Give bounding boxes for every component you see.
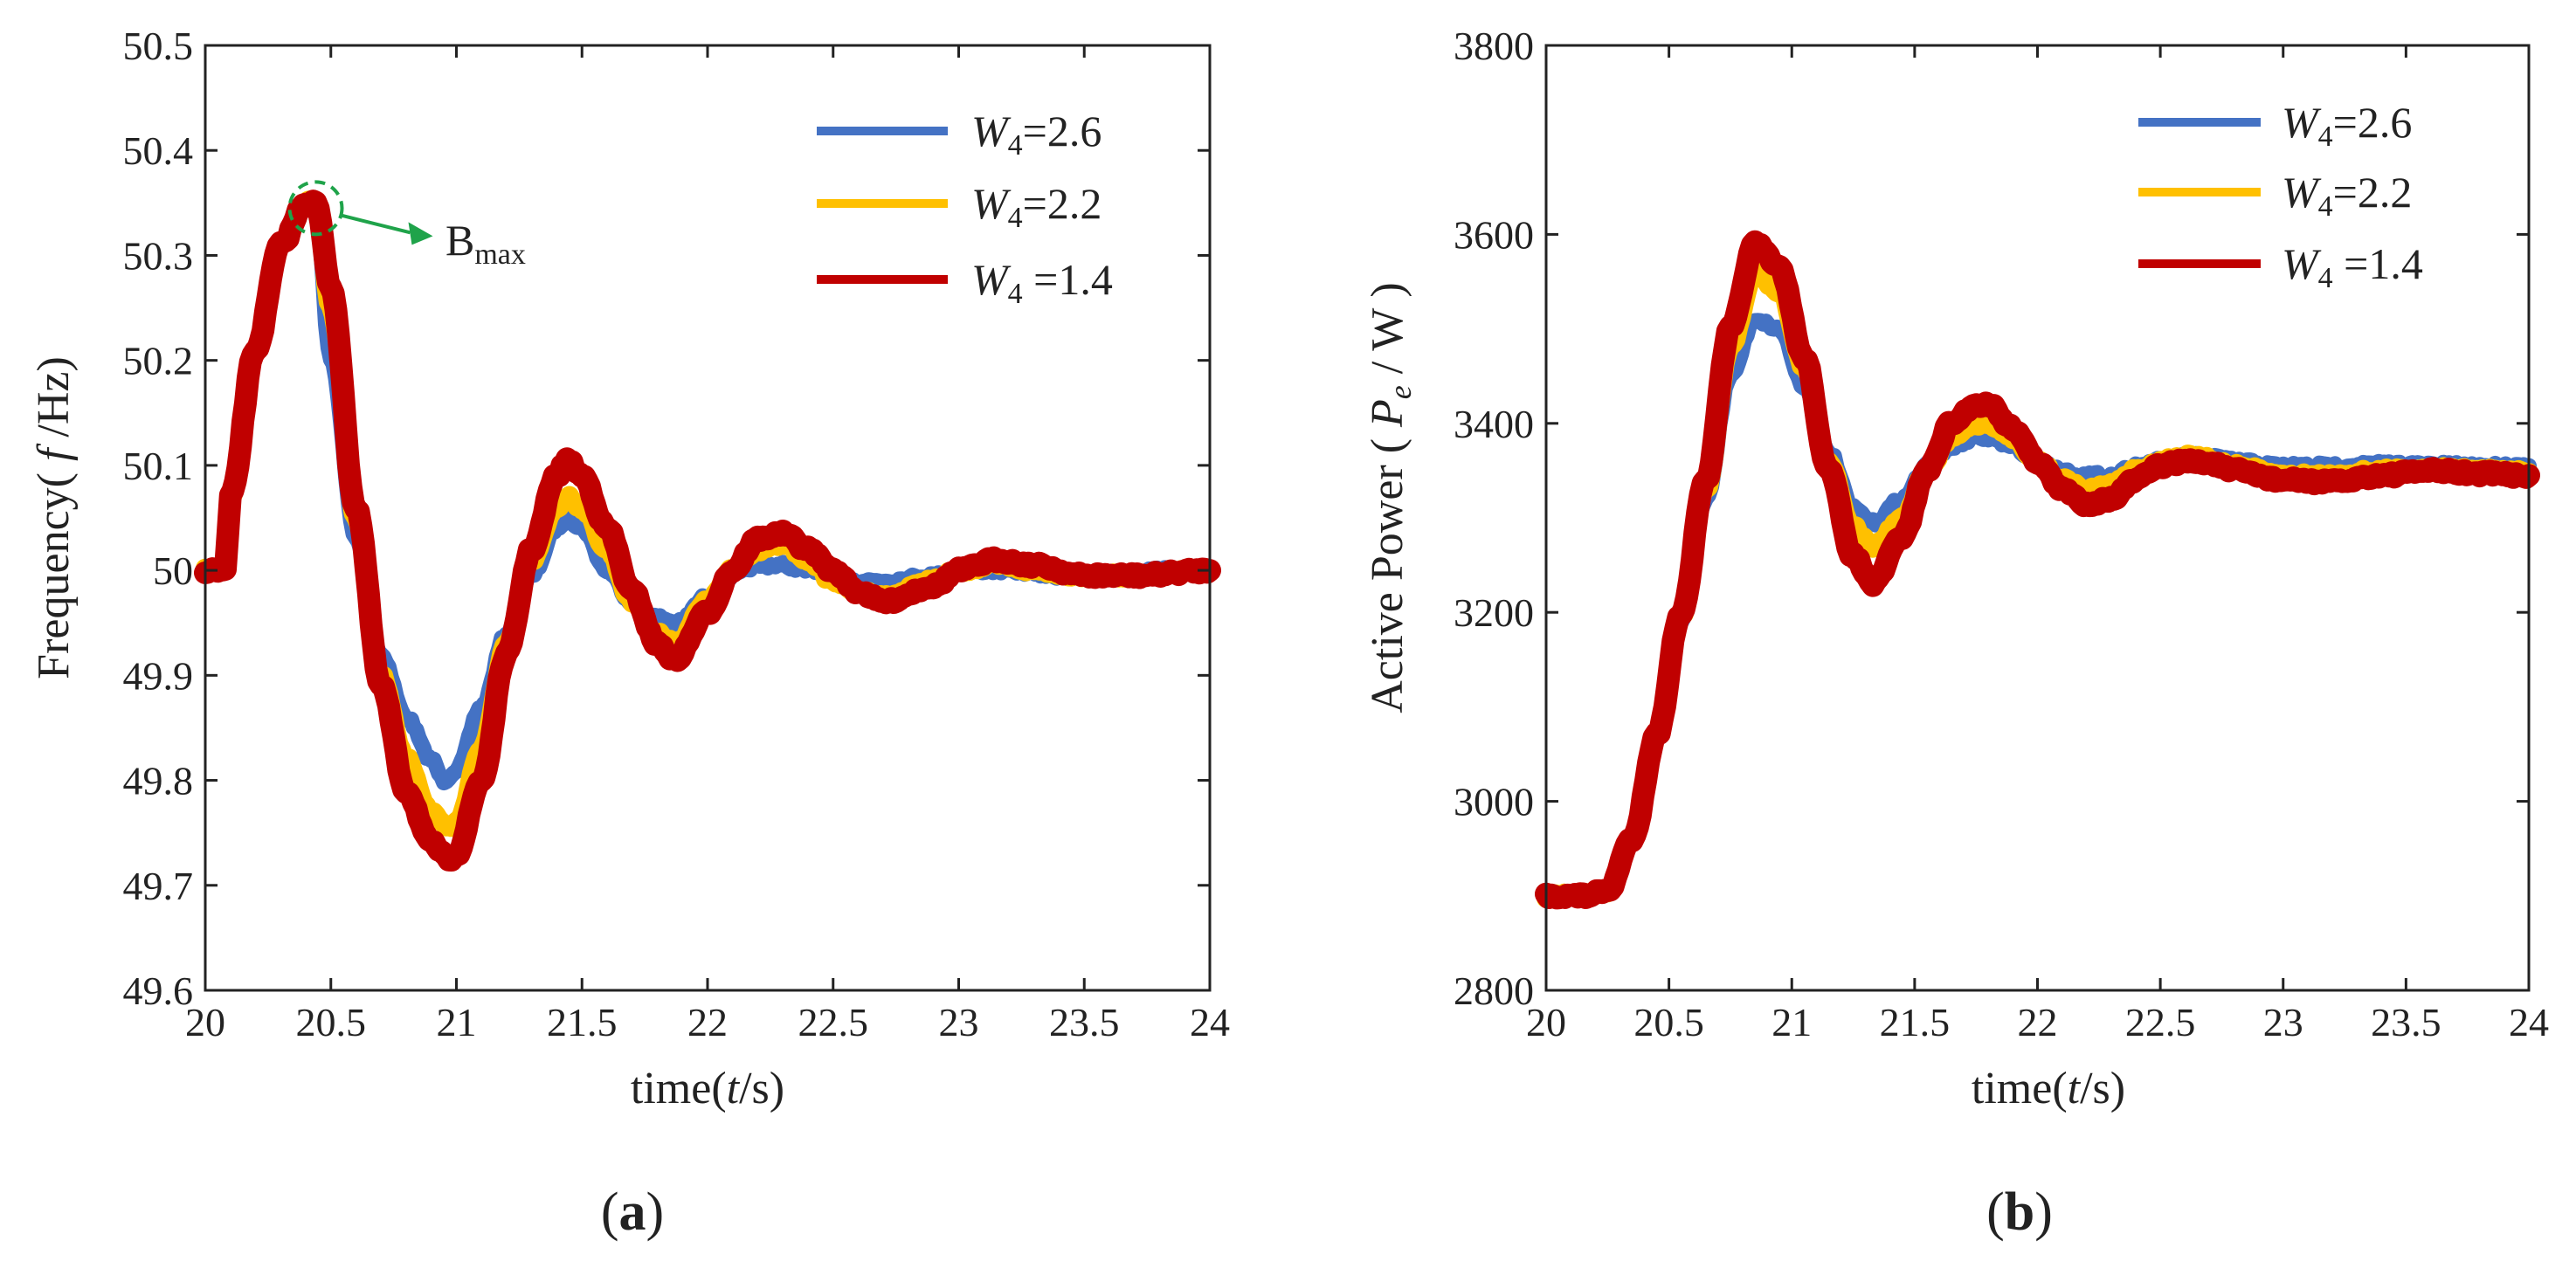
x-tick-label: 22.5 xyxy=(798,1000,869,1044)
legend-entry-w4-2-2: W4=2.2 xyxy=(817,179,1102,234)
legend-label: W4=2.2 xyxy=(2282,168,2412,223)
b-max-arrow xyxy=(340,213,411,235)
x-tick-label: 21.5 xyxy=(1880,1000,1951,1044)
x-tick-label: 21 xyxy=(437,1000,477,1044)
x-tick-label: 22 xyxy=(687,1000,728,1044)
y-tick-label: 50.5 xyxy=(123,24,194,68)
y-tick-label: 50.4 xyxy=(123,128,194,173)
b-max-label: Bmax xyxy=(445,216,526,271)
x-tick-label: 23.5 xyxy=(1049,1000,1120,1044)
panel-b-legend: W4=2.6 W4=2.2 W4 =1.4 xyxy=(2138,98,2423,294)
y-tick-label: 2800 xyxy=(1454,968,1534,1013)
legend-entry-w4-1-4: W4 =1.4 xyxy=(2138,239,2423,294)
x-tick-label: 20 xyxy=(185,1000,225,1044)
y-tick-label: 3200 xyxy=(1454,590,1534,635)
x-tick-label: 22.5 xyxy=(2125,1000,2196,1044)
y-tick-label: 50 xyxy=(153,548,193,593)
x-tick-label: 20.5 xyxy=(1633,1000,1704,1044)
y-tick-label: 3800 xyxy=(1454,24,1534,68)
x-tick-label: 23 xyxy=(939,1000,979,1044)
panel-b-y-ticks: 2800 3000 3200 3400 3600 3800 xyxy=(1454,24,2529,1013)
series-line-w4-1-4 xyxy=(194,190,1221,872)
legend-label: W4 =1.4 xyxy=(971,255,1113,310)
legend-label: W4=2.6 xyxy=(2282,98,2412,153)
panel-a-x-ticks: 20 20.5 21 21.5 22 22.5 23 23.5 24 xyxy=(185,45,1230,1044)
y-tick-label: 49.6 xyxy=(123,968,194,1013)
panel-a-legend: W4=2.6 W4=2.2 W4 =1.4 xyxy=(817,107,1113,310)
y-tick-label: 50.2 xyxy=(123,339,194,383)
panel-b-series-layer xyxy=(1535,230,2540,910)
b-max-annotation: Bmax xyxy=(287,180,526,271)
x-tick-label: 21 xyxy=(1771,1000,1812,1044)
series-line-w4-1-4 xyxy=(1535,230,2540,910)
legend-entry-w4-2-2: W4=2.2 xyxy=(2138,168,2412,223)
b-max-arrow-head xyxy=(408,222,433,245)
panel-b-label: (b) xyxy=(1986,1182,2053,1242)
y-tick-label: 49.9 xyxy=(123,653,194,698)
y-tick-label: 50.3 xyxy=(123,233,194,278)
panel-a-y-ticks: 49.6 49.7 49.8 49.9 50 50.1 50.2 50.3 50.4 50.5 xyxy=(123,24,1210,1013)
legend-label: W4 =1.4 xyxy=(2282,239,2423,294)
legend-entry-w4-2-6: W4=2.6 xyxy=(817,107,1102,162)
panel-a-series-layer xyxy=(194,190,1221,872)
panel-a-x-axis-label: time(t/s) xyxy=(631,1064,784,1113)
legend-entry-w4-1-4: W4 =1.4 xyxy=(817,255,1113,310)
x-tick-label: 22 xyxy=(2018,1000,2058,1044)
b-max-marker-circle xyxy=(287,180,344,237)
x-tick-label: 23 xyxy=(2263,1000,2303,1044)
legend-label: W4=2.2 xyxy=(971,179,1102,234)
y-tick-label: 3600 xyxy=(1454,212,1534,257)
x-tick-label: 20 xyxy=(1526,1000,1566,1044)
x-tick-label: 21.5 xyxy=(547,1000,618,1044)
x-tick-label: 24 xyxy=(2509,1000,2549,1044)
panel-a-frequency-chart: 20 20.5 21 21.5 22 22.5 23 23.5 24 49.649.749.84… xyxy=(29,24,1230,1242)
panel-a-label: (a) xyxy=(601,1182,664,1242)
y-tick-label: 49.8 xyxy=(123,759,194,803)
x-tick-label: 23.5 xyxy=(2371,1000,2441,1044)
panel-b-active-power-chart: 20 20.5 21 21.5 22 22.5 23 23.5 24 2800 3000 3200 3… xyxy=(1363,24,2549,1242)
y-tick-label: 50.1 xyxy=(123,444,194,488)
legend-label: W4=2.6 xyxy=(971,107,1102,162)
panel-b-x-axis-label: time(t/s) xyxy=(1972,1064,2125,1113)
y-tick-label: 49.7 xyxy=(123,864,194,908)
y-tick-label: 3000 xyxy=(1454,780,1534,824)
x-tick-label: 24 xyxy=(1190,1000,1230,1044)
y-tick-label: 3400 xyxy=(1454,402,1534,446)
panel-a-y-axis-label: Frequency( f /Hz) xyxy=(29,356,79,679)
panel-b-x-ticks: 20 20.5 21 21.5 22 22.5 23 23.5 24 xyxy=(1526,45,2549,1044)
legend-entry-w4-2-6: W4=2.6 xyxy=(2138,98,2412,153)
panel-b-y-axis-label: Active Power ( Pe / W ) xyxy=(1363,282,1418,713)
x-tick-label: 20.5 xyxy=(296,1000,367,1044)
